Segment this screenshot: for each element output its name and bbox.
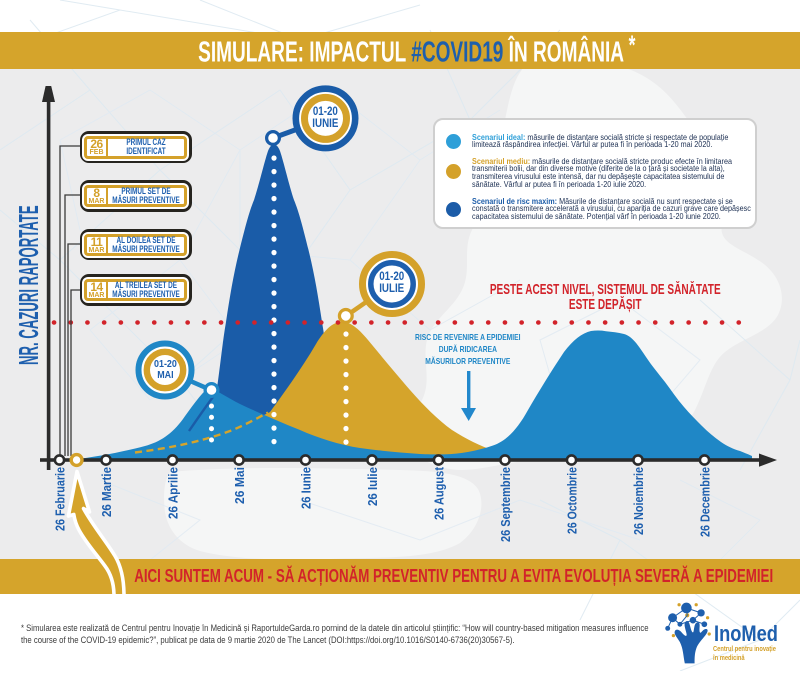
svg-text:26 Septembrie: 26 Septembrie [499,467,513,542]
svg-text:26 Octombrie: 26 Octombrie [566,467,580,534]
svg-text:26 Februarie: 26 Februarie [54,467,68,531]
svg-text:26 Martie: 26 Martie [100,467,114,517]
svg-text:26 Aprilie: 26 Aprilie [167,467,181,519]
svg-text:26 Noiembrie: 26 Noiembrie [632,467,646,535]
svg-text:26 Mai: 26 Mai [233,467,247,504]
svg-text:26 August: 26 August [433,466,447,520]
svg-text:26 Iulie: 26 Iulie [366,467,380,506]
svg-text:26 Iunie: 26 Iunie [300,467,314,509]
svg-text:26 Decembrie: 26 Decembrie [699,467,713,537]
